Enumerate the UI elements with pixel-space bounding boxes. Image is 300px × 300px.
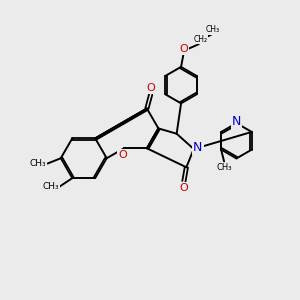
Text: O: O [146,83,155,93]
Text: O: O [118,150,127,160]
Text: CH₃: CH₃ [217,164,233,172]
Text: N: N [232,116,241,128]
Text: CH₃: CH₃ [42,182,59,191]
Text: CH₃: CH₃ [206,25,220,34]
Text: CH₃: CH₃ [30,159,46,168]
Text: O: O [179,183,188,193]
Text: CH₂: CH₂ [193,35,207,44]
Text: O: O [180,44,188,54]
Text: N: N [193,141,203,154]
